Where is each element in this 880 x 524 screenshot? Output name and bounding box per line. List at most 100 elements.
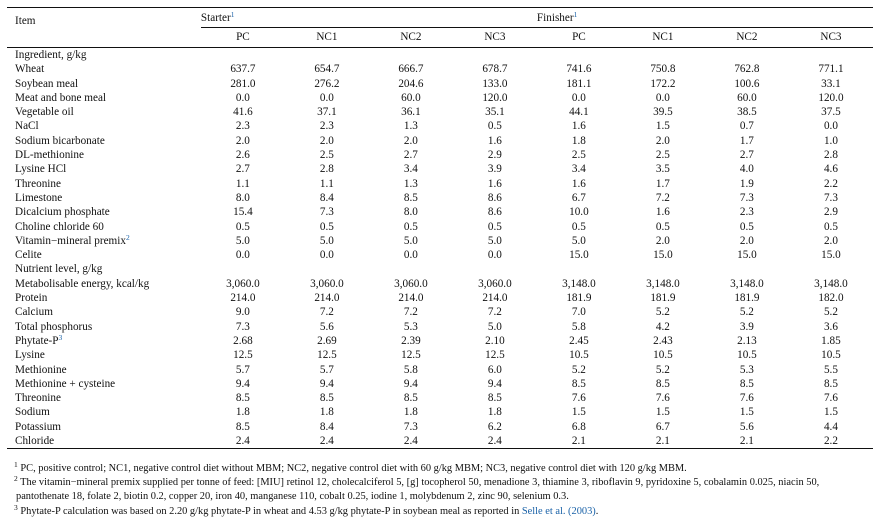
table-cell: 3.4 (403, 163, 418, 176)
finisher-col-header: NC2 (704, 28, 789, 48)
table-cell: 2.7 (739, 149, 754, 162)
finisher-col-header: NC1 (620, 28, 705, 48)
section-heading: Nutrient level, g/kg (15, 263, 103, 276)
table-cell: 8.0 (403, 206, 418, 219)
table-cell: 0.5 (487, 220, 502, 233)
table-cell: 2.6 (235, 149, 250, 162)
table-row: Total phosphorus 7.3 5.6 5.3 5.0 5.8 4.2 3.9 3.6 (7, 320, 873, 334)
table-cell: 5.7 (235, 363, 250, 376)
citation-link[interactable]: Selle et al. (2003) (521, 505, 596, 517)
table-cell: 4.2 (655, 320, 670, 333)
table-cell: 5.3 (403, 320, 418, 333)
table-cell: 5.2 (571, 363, 586, 376)
table-cell: 2.0 (739, 234, 754, 247)
row-label: NaCl (15, 120, 39, 133)
table-cell: 9.4 (235, 377, 250, 390)
footnote-number: 2 (14, 474, 18, 484)
table-cell: 6.8 (571, 420, 586, 433)
table-cell: 5.2 (655, 306, 670, 319)
starter-col-header: NC2 (368, 28, 453, 48)
table-row: DL-methionine 2.6 2.5 2.7 2.9 2.5 2.5 2.7 2.8 (7, 148, 873, 162)
table-row: NaCl 2.3 2.3 1.3 0.5 1.6 1.5 0.7 0.0 (7, 119, 873, 133)
table-cell: 2.3 (235, 120, 250, 133)
footnote-number: 1 (14, 460, 18, 469)
table-cell: 15.4 (233, 206, 253, 219)
table-cell: 1.3 (403, 120, 418, 133)
table-cell: 2.68 (233, 334, 253, 347)
section-heading: Ingredient, g/kg (15, 49, 87, 61)
table-cell: 4.4 (823, 420, 838, 433)
table-cell: 5.0 (403, 234, 418, 247)
table-cell: 0.0 (235, 249, 250, 262)
table-cell: 7.2 (403, 306, 418, 319)
table-cell: 6.0 (487, 363, 502, 376)
table-row: Sodium bicarbonate 2.0 2.0 2.0 1.6 1.8 2.0 1.7 1… (7, 134, 873, 148)
table-cell: 2.1 (620, 434, 705, 450)
table-cell: 60.0 (401, 91, 421, 104)
table-cell: 2.0 (655, 134, 670, 147)
table-row: Protein 214.0 214.0 214.0 214.0 181.9 181.9 181… (7, 291, 873, 305)
table-cell: 1.6 (571, 120, 586, 133)
table-cell: 1.8 (571, 134, 586, 147)
table-cell: 8.5 (403, 191, 418, 204)
table-cell: 5.2 (655, 363, 670, 376)
table-cell: 7.6 (739, 392, 754, 405)
row-label: Lysine (15, 349, 45, 362)
table-cell: 2.69 (317, 334, 337, 347)
table-cell: 7.2 (319, 306, 334, 319)
table-cell: 1.8 (487, 406, 502, 419)
table-cell: 100.6 (734, 77, 760, 90)
starter-col-header: NC1 (284, 28, 369, 48)
table-cell: 35.1 (485, 106, 505, 119)
table-cell: 12.5 (317, 349, 337, 362)
table-cell: 133.0 (482, 77, 508, 90)
table-cell: 6.7 (571, 191, 586, 204)
table-cell: 214.0 (398, 292, 424, 305)
table-cell: 3,148.0 (562, 277, 596, 290)
table-row: Lysine 12.5 12.5 12.5 12.5 10.5 10.5 10.5 10.5 (7, 348, 873, 362)
footnote-marker: 2 (125, 232, 130, 242)
table-cell: 5.6 (739, 420, 754, 433)
table-cell: 2.4 (452, 434, 537, 450)
table-row: Choline chloride 60 0.5 0.5 0.5 0.5 0.5 0.5 0.5… (7, 220, 873, 234)
table-cell: 1.5 (571, 406, 586, 419)
table-cell: 39.5 (653, 106, 673, 119)
table-cell: 3,060.0 (226, 277, 260, 290)
table-cell: 1.85 (821, 334, 841, 347)
footnotes: 1 PC, positive control; NC1, negative co… (7, 460, 873, 519)
table-cell: 214.0 (230, 292, 256, 305)
table-cell: 8.5 (823, 377, 838, 390)
table-cell: 15.0 (653, 249, 673, 262)
row-label: Phytate-P3 (15, 332, 63, 347)
table-cell: 2.7 (403, 149, 418, 162)
table-cell: 37.1 (317, 106, 337, 119)
table-cell: 0.5 (319, 220, 334, 233)
finisher-group-header: Finisher1 (536, 7, 873, 28)
table-cell: 1.1 (319, 177, 334, 190)
diet-composition-table: Item Starter1 Finisher1 PC NC1 NC2 NC3 PC NC1… (7, 7, 873, 450)
footnote-text: The vitamin−mineral premix supplied per … (16, 477, 820, 503)
table-cell: 762.8 (734, 63, 760, 76)
table-cell: 3.4 (571, 163, 586, 176)
table-cell: 1.1 (235, 177, 250, 190)
table-cell: 1.5 (655, 406, 670, 419)
table-cell: 181.9 (650, 292, 676, 305)
group-header-row: Item Starter1 Finisher1 (7, 7, 873, 28)
table-row: Dicalcium phosphate 15.4 7.3 8.0 8.6 10.0 1.6 2… (7, 205, 873, 219)
table-cell: 4.0 (739, 163, 754, 176)
table-cell: 0.0 (487, 249, 502, 262)
table-cell: 8.5 (235, 420, 250, 433)
table-cell: 7.2 (655, 191, 670, 204)
table-cell: 8.5 (655, 377, 670, 390)
table-cell: 2.10 (485, 334, 505, 347)
table-cell: 7.3 (739, 191, 754, 204)
footnote-text: PC, positive control; NC1, negative cont… (20, 463, 687, 474)
table-cell: 5.7 (319, 363, 334, 376)
table-cell: 2.9 (823, 206, 838, 219)
table-cell: 12.5 (233, 349, 253, 362)
row-label: Vegetable oil (15, 106, 74, 119)
table-cell: 0.5 (739, 220, 754, 233)
table-cell: 1.5 (823, 406, 838, 419)
row-label: Methionine (15, 363, 67, 376)
table-cell: 10.5 (821, 349, 841, 362)
